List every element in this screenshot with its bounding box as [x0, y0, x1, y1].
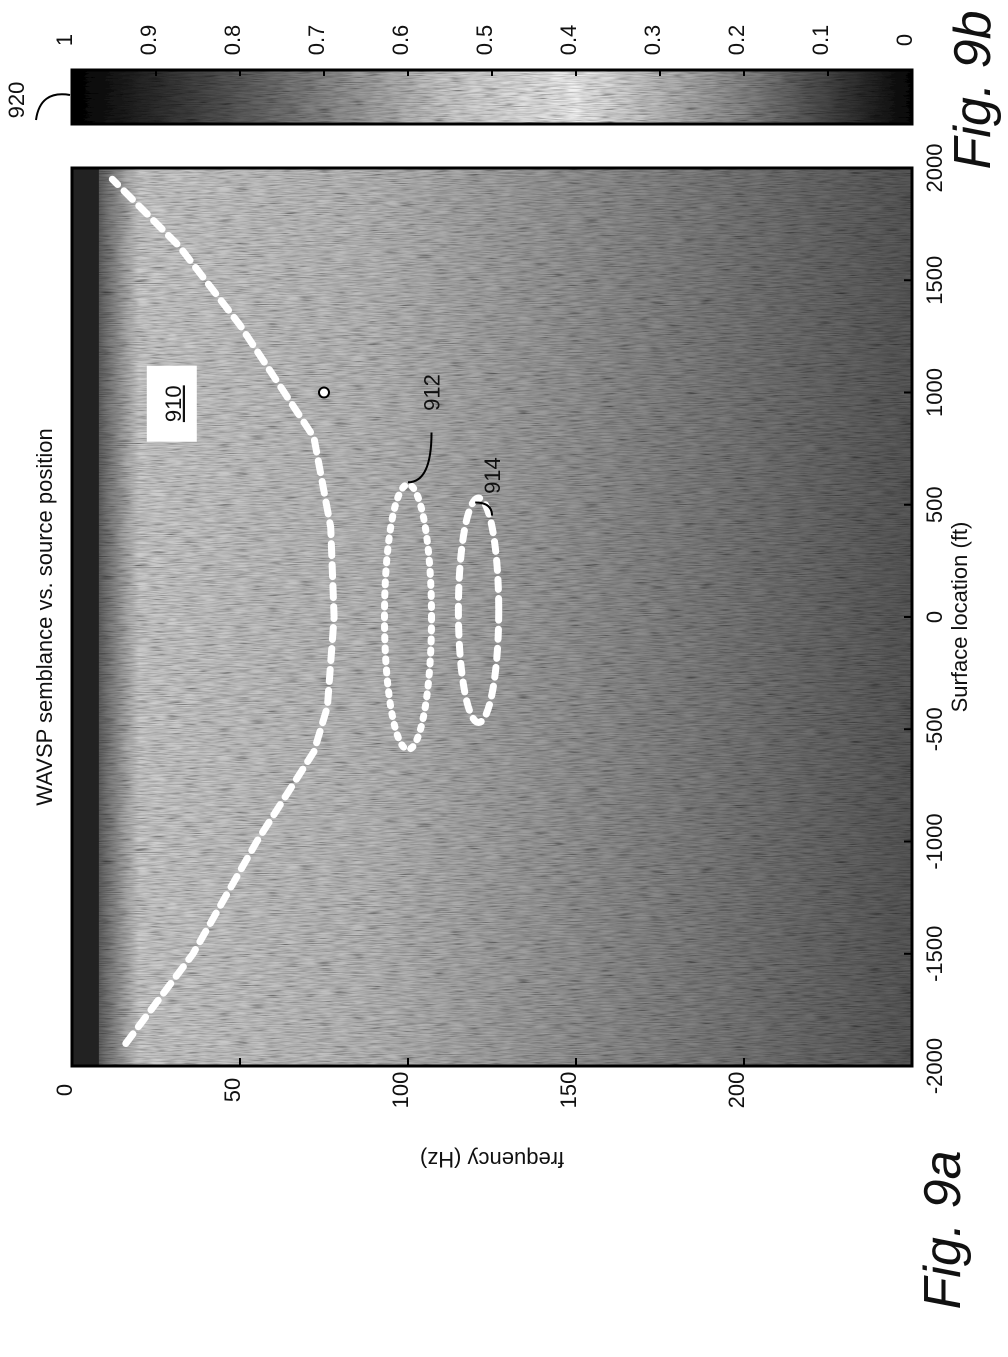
- chart-title: WAVSP semblance vs. source position: [32, 428, 57, 805]
- reference-numeral-920: 920: [4, 82, 29, 119]
- main-plot: WAVSP semblance vs. source position -2000…: [32, 144, 972, 1310]
- figure-label-9b: Fig. 9b: [944, 11, 1002, 170]
- colorbar-fill: [72, 70, 912, 124]
- x-tick-label: 2000: [922, 144, 947, 193]
- colorbar-tick-label: 0.4: [556, 25, 581, 56]
- x-tick-label: 0: [922, 611, 947, 623]
- marker-circle: [318, 386, 330, 399]
- x-tick-label: -500: [922, 707, 947, 751]
- label-910: 910: [161, 385, 186, 422]
- heatmap-low-frequency-band: [72, 168, 99, 1066]
- feature-912: 912: [380, 374, 445, 753]
- label-box: [146, 365, 197, 442]
- leader-line-920: [35, 93, 71, 121]
- y-tick-label: 100: [388, 1072, 413, 1109]
- colorbar-tick-label: 0.8: [220, 25, 245, 56]
- x-tick-label: 500: [922, 486, 947, 523]
- x-tick-label: -1000: [922, 813, 947, 869]
- colorbar-tick-label: 0.7: [304, 25, 329, 56]
- feature-marker: [318, 386, 330, 399]
- ellipse-914: [454, 494, 503, 727]
- y-tick-label: 150: [556, 1072, 581, 1109]
- heatmap-field: [72, 168, 912, 1066]
- colorbar-tick-label: 0.1: [808, 25, 833, 56]
- x-axis-label: Surface location (ft): [947, 522, 972, 713]
- feature-914: 914: [454, 457, 505, 727]
- colorbar-tick-label: 0.2: [724, 25, 749, 56]
- x-tick-label: -1500: [922, 926, 947, 982]
- leader-line-914: [475, 501, 493, 516]
- colorbar-tick-label: 0.9: [136, 25, 161, 56]
- colorbar-tick-label: 0.3: [640, 25, 665, 56]
- y-axis-label: frequency (Hz): [420, 1147, 564, 1172]
- colorbar-tick-label: 1: [52, 34, 77, 46]
- y-tick-label: 50: [220, 1078, 245, 1102]
- y-tick-label: 200: [724, 1072, 749, 1109]
- colorbar-tick-label: 0: [892, 34, 917, 46]
- colorbar: 0 0.1 0.2 0.3 0.4 0.5 0.6 0.7 0.8 0.9 1 920 Fig. 9b: [4, 11, 1002, 170]
- x-tick-label: 1500: [922, 256, 947, 305]
- x-tick-label: 1000: [922, 368, 947, 417]
- leader-line-912: [407, 432, 433, 484]
- x-tick-label: -2000: [922, 1038, 947, 1094]
- y-tick-label: 0: [52, 1084, 77, 1096]
- figure-label-9a: Fig. 9a: [914, 1151, 972, 1310]
- colorbar-tick-label: 0.6: [388, 25, 413, 56]
- feature-910: 910: [108, 175, 338, 1047]
- label-912: 912: [420, 374, 445, 411]
- label-914: 914: [480, 457, 505, 494]
- colorbar-tick-label: 0.5: [472, 25, 497, 56]
- ellipse-912: [380, 481, 436, 753]
- curve-910: [108, 175, 338, 1047]
